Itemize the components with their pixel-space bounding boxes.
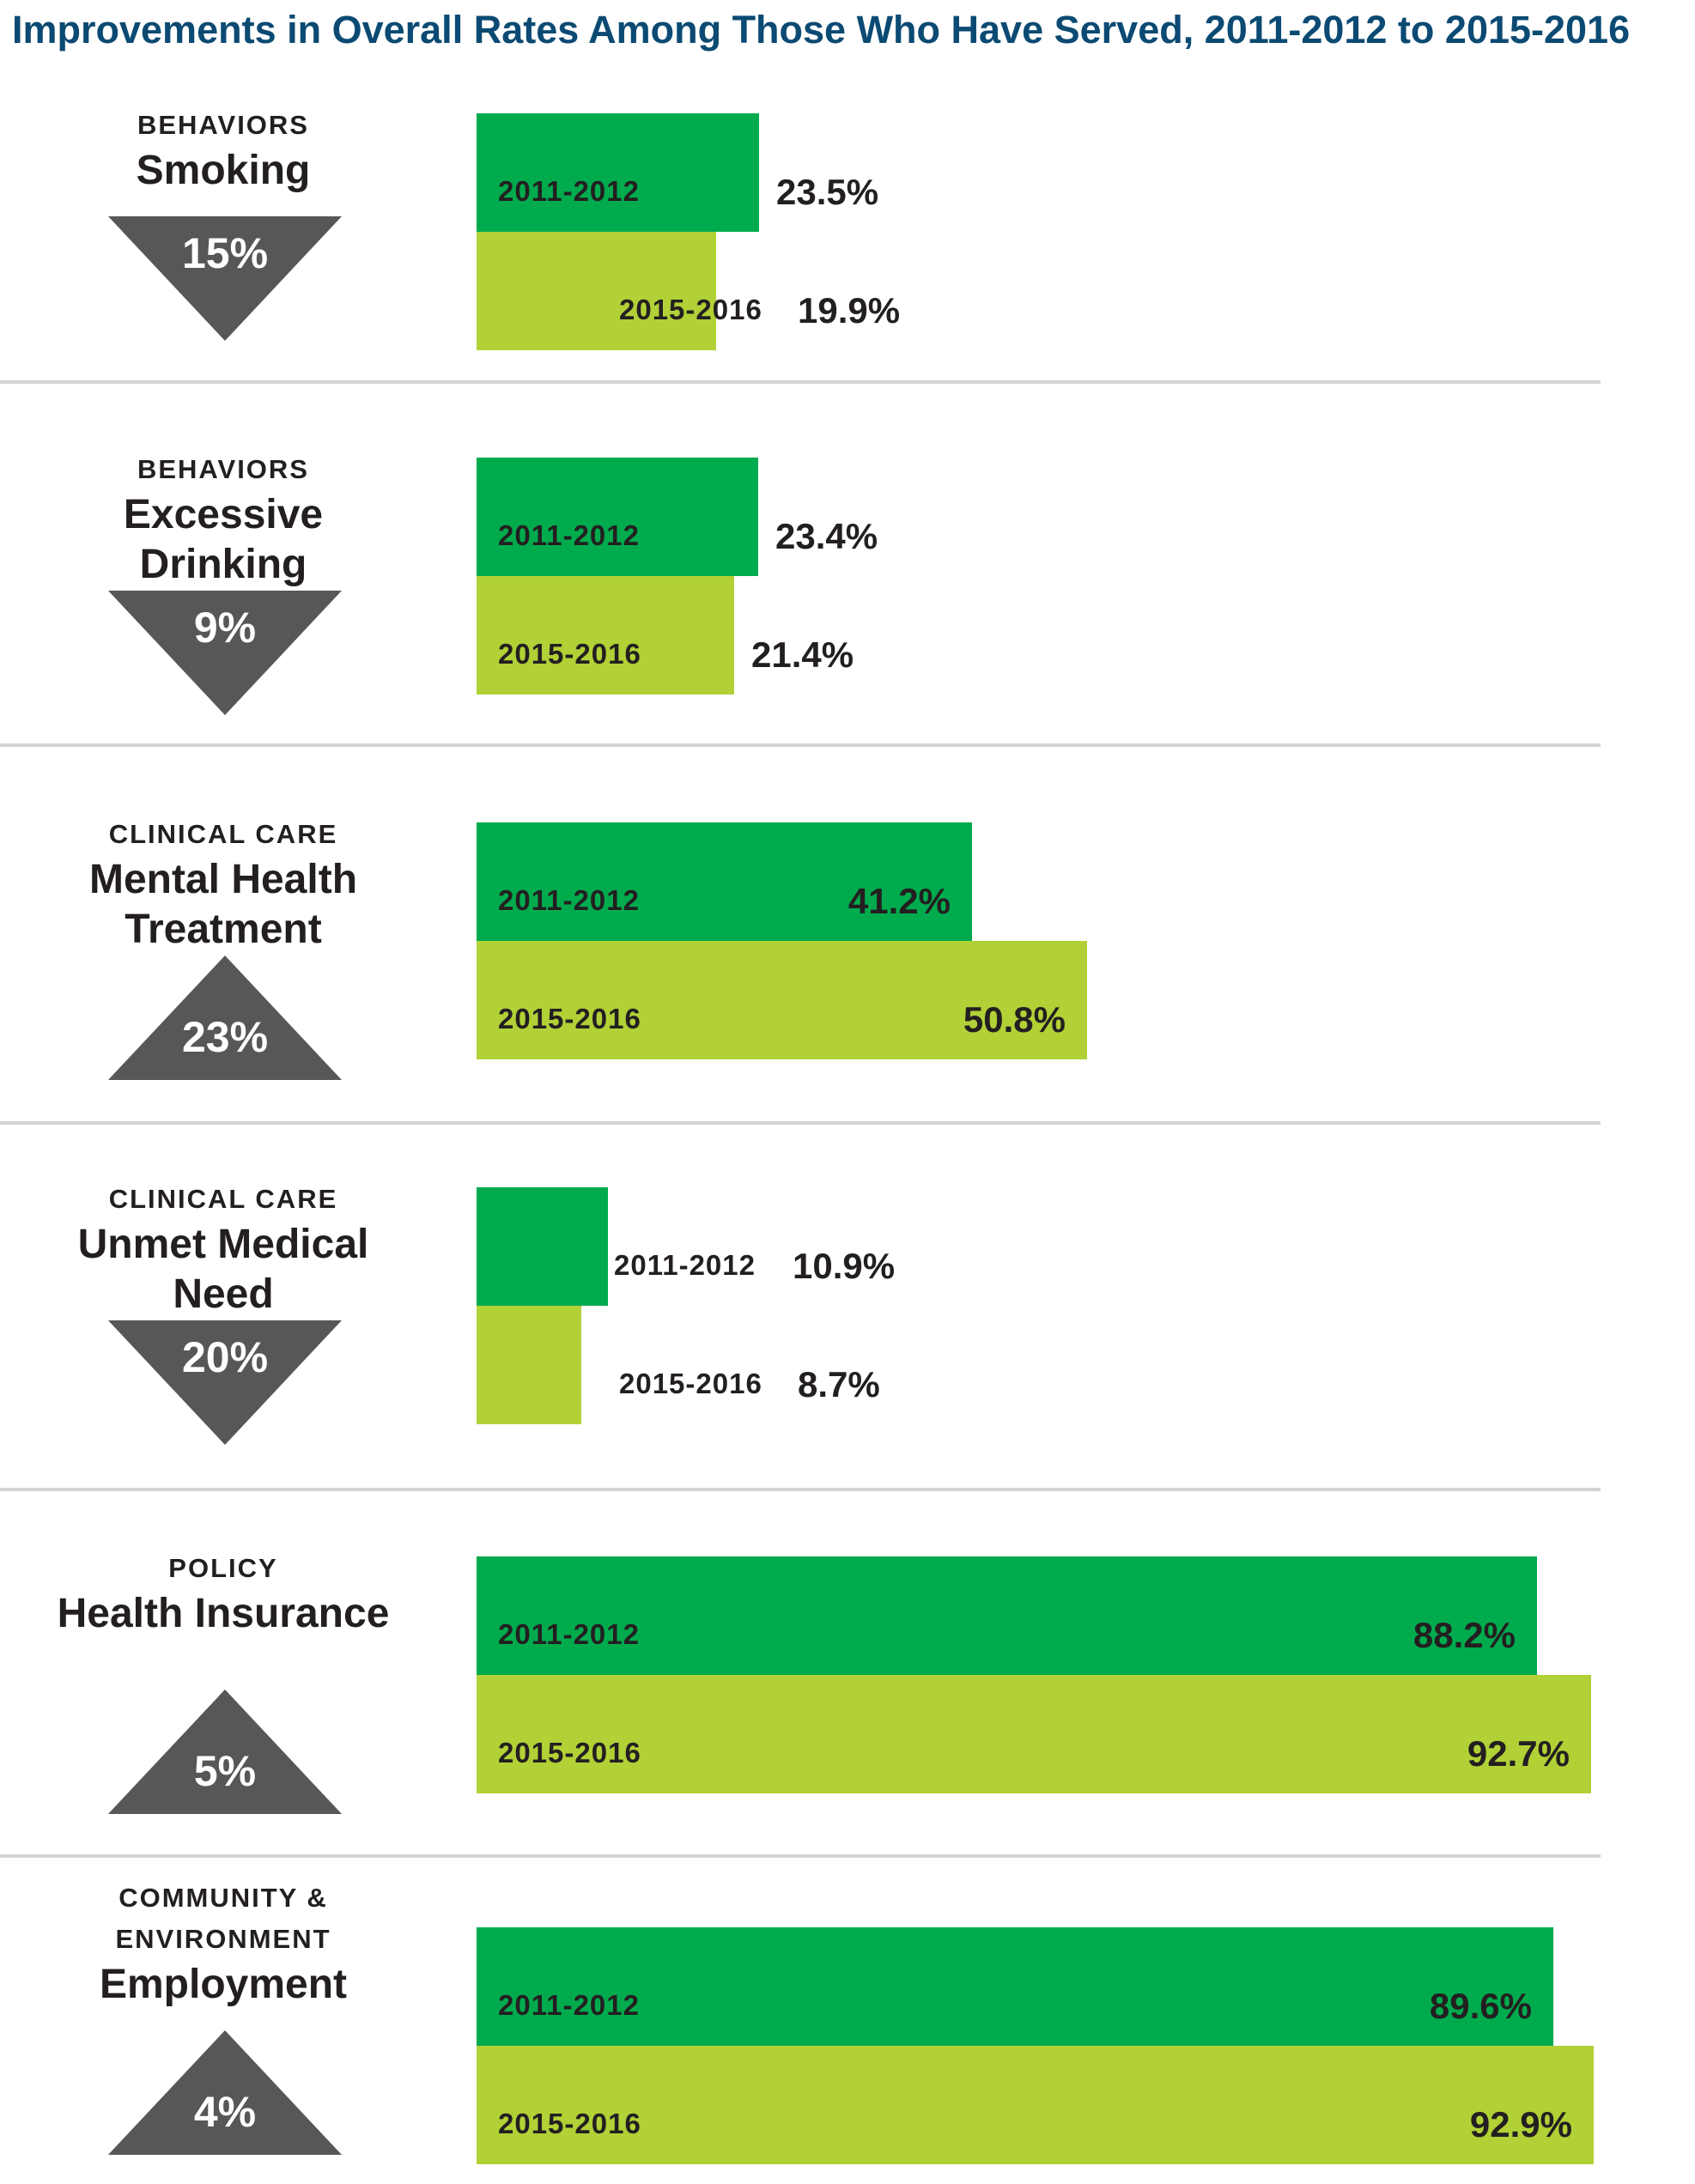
- value-label: 8.7%: [798, 1364, 880, 1404]
- value-label: 19.9%: [798, 290, 901, 331]
- up-arrow-icon: 23%: [108, 956, 342, 1080]
- bar-2015-2016: [477, 941, 1087, 1059]
- metric-name: Mental Health Treatment: [88, 857, 358, 952]
- period-label: 2011-2012: [498, 1989, 640, 2021]
- period-label: 2011-2012: [498, 175, 640, 207]
- value-label: 92.7%: [1467, 1733, 1570, 1774]
- metric-name: Employment: [99, 1962, 348, 2007]
- value-label: 21.4%: [751, 634, 854, 675]
- period-label: 2011-2012: [614, 1249, 756, 1281]
- category-label: COMMUNITY & ENVIRONMENT: [115, 1883, 331, 1954]
- bar-2015-2016: [477, 2046, 1594, 2164]
- period-label: 2011-2012: [498, 884, 640, 916]
- bar-2015-2016: [477, 1306, 581, 1424]
- period-label: 2011-2012: [498, 1618, 640, 1650]
- bar-2011-2012: [477, 1187, 608, 1306]
- category-label: BEHAVIORS: [137, 454, 309, 484]
- metric-name: Smoking: [136, 148, 311, 193]
- period-label: 2015-2016: [498, 1003, 641, 1034]
- down-arrow-icon: 15%: [108, 216, 342, 341]
- metric-name: Unmet Medical Need: [77, 1222, 369, 1317]
- change-percent: 15%: [181, 229, 269, 277]
- bar-2011-2012: [477, 458, 758, 576]
- metric-name: Excessive Drinking: [123, 492, 324, 587]
- value-label: 41.2%: [848, 881, 951, 921]
- period-label: 2015-2016: [498, 2108, 641, 2139]
- bar-2015-2016: [477, 232, 716, 350]
- bar-2011-2012: [477, 822, 972, 941]
- bar-2011-2012: [477, 1556, 1537, 1675]
- row-divider: [0, 380, 1601, 384]
- bar-2015-2016: [477, 576, 734, 695]
- change-percent: 4%: [193, 2088, 257, 2136]
- period-label: 2011-2012: [498, 519, 640, 551]
- change-percent: 23%: [181, 1013, 269, 1061]
- change-percent: 9%: [193, 604, 257, 652]
- value-label: 92.9%: [1469, 2104, 1572, 2145]
- value-label: 23.5%: [776, 172, 879, 212]
- chart-title: Improvements in Overall Rates Among Thos…: [12, 8, 1631, 52]
- value-label: 89.6%: [1429, 1986, 1532, 2026]
- row-divider: [0, 1121, 1601, 1125]
- value-label: 50.8%: [963, 999, 1066, 1040]
- up-arrow-icon: 4%: [108, 2030, 342, 2155]
- row-divider: [0, 1854, 1601, 1858]
- down-arrow-icon: 9%: [108, 591, 342, 715]
- category-label: CLINICAL CARE: [108, 819, 338, 849]
- period-label: 2015-2016: [498, 638, 641, 670]
- up-arrow-icon: 5%: [108, 1690, 342, 1814]
- value-label: 88.2%: [1412, 1615, 1516, 1655]
- bar-2011-2012: [477, 113, 759, 232]
- category-label: BEHAVIORS: [137, 110, 309, 140]
- period-label: 2015-2016: [498, 1737, 641, 1768]
- period-label: 2015-2016: [619, 294, 762, 325]
- category-label: CLINICAL CARE: [108, 1184, 338, 1214]
- category-label: POLICY: [168, 1553, 278, 1583]
- value-label: 10.9%: [793, 1246, 896, 1286]
- change-percent: 20%: [181, 1333, 269, 1381]
- row-divider: [0, 743, 1601, 747]
- bar-2015-2016: [477, 1675, 1591, 1793]
- metric-name: Health Insurance: [57, 1591, 390, 1636]
- period-label: 2015-2016: [619, 1368, 762, 1399]
- bar-2011-2012: [477, 1927, 1553, 2046]
- down-arrow-icon: 20%: [108, 1320, 342, 1445]
- value-label: 23.4%: [775, 516, 878, 556]
- change-percent: 5%: [193, 1747, 257, 1795]
- row-divider: [0, 1488, 1601, 1491]
